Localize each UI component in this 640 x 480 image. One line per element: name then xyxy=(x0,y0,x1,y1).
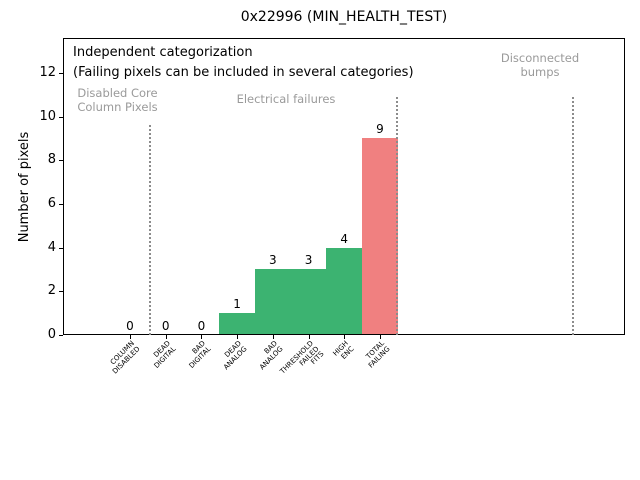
value-label-high-enc: 4 xyxy=(340,231,349,246)
separator-line-2 xyxy=(396,97,398,335)
y-tick-label-4: 4 xyxy=(47,239,56,255)
bar-bad-analog xyxy=(254,269,291,335)
region-label-electrical-failures: Electrical failures xyxy=(236,92,336,106)
separator-line-1 xyxy=(149,125,151,335)
x-tick-bad-digital xyxy=(201,335,203,339)
value-label-bad-digital: 0 xyxy=(197,319,206,333)
y-tick-label-2: 2 xyxy=(47,283,56,299)
x-tick-total-failing xyxy=(379,335,381,339)
bar-dead-analog xyxy=(219,313,255,335)
x-tick-threshold-failed-fits xyxy=(308,335,310,339)
y-tick-2 xyxy=(59,291,63,293)
annotation-failing-pixels-note: (Failing pixels can be included in sever… xyxy=(73,65,414,80)
x-tick-high-enc xyxy=(344,335,346,339)
value-label-total-failing: 9 xyxy=(376,122,384,137)
value-label-threshold-failed-fits: 3 xyxy=(304,253,313,268)
bar-threshold-failed-fits xyxy=(290,269,327,335)
bar-total-failing xyxy=(362,138,398,335)
y-tick-8 xyxy=(59,160,63,162)
y-tick-label-12: 12 xyxy=(39,64,56,80)
y-tick-12 xyxy=(59,72,63,74)
bar-high-enc xyxy=(326,247,363,335)
region-label-disabled-core-column-pixels: Disabled Core Column Pixels xyxy=(77,86,158,114)
x-tick-dead-analog xyxy=(237,335,239,339)
y-tick-label-6: 6 xyxy=(47,195,56,211)
y-tick-label-0: 0 xyxy=(47,327,56,342)
region-label-disconnected-bumps: Disconnected bumps xyxy=(500,51,580,79)
y-tick-10 xyxy=(59,116,63,118)
annotation-independent-categorization: Independent categorization xyxy=(73,45,253,60)
y-tick-6 xyxy=(59,203,63,205)
value-label-dead-digital: 0 xyxy=(161,319,170,333)
y-tick-label-8: 8 xyxy=(47,152,56,168)
x-tick-column-disabled xyxy=(130,335,131,339)
y-tick-4 xyxy=(59,247,63,249)
value-label-dead-analog: 1 xyxy=(233,297,241,312)
x-tick-bad-analog xyxy=(272,335,274,339)
value-label-bad-analog: 3 xyxy=(269,253,277,268)
y-tick-label-10: 10 xyxy=(39,108,56,124)
separator-line-3 xyxy=(572,97,574,335)
plot-area xyxy=(63,38,625,335)
value-label-column-disabled: 0 xyxy=(126,319,134,333)
y-tick-0 xyxy=(59,335,63,336)
x-tick-dead-digital xyxy=(165,335,167,339)
chart-title: 0x22996 (MIN_HEALTH_TEST) xyxy=(240,9,448,25)
